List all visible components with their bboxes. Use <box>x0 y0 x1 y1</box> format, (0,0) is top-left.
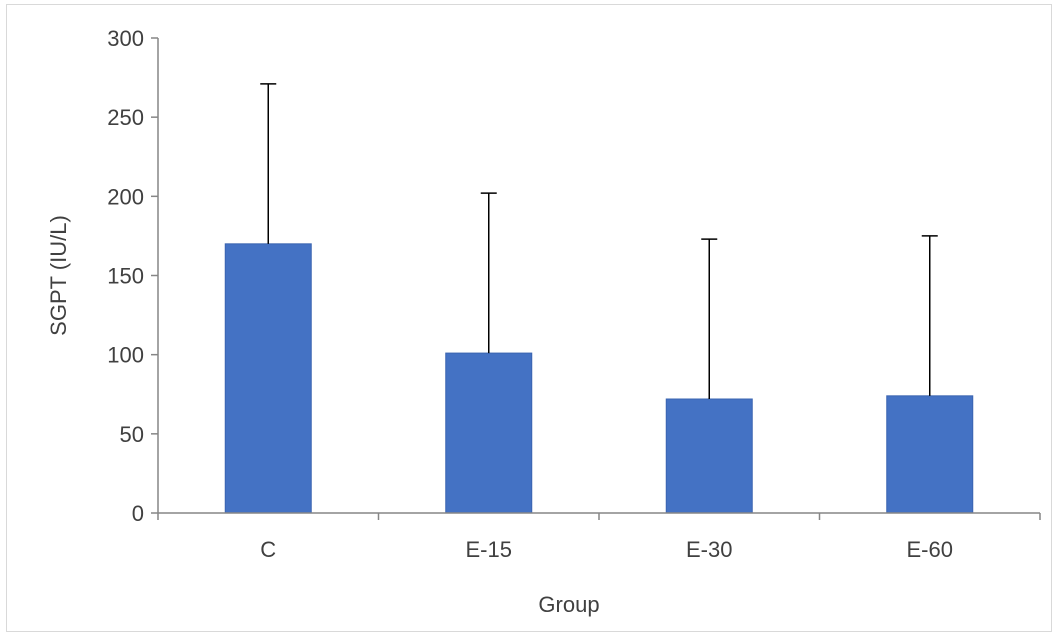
x-tick-label: E-15 <box>466 537 512 562</box>
y-tick-label: 0 <box>132 501 144 526</box>
y-tick-label: 300 <box>107 26 144 51</box>
x-axis-ticks: C E-15 E-30 E-60 <box>157 513 1041 562</box>
x-axis-title: Group <box>538 592 599 617</box>
y-axis-ticks: 0 50 100 150 200 250 300 <box>107 26 158 526</box>
bars <box>224 243 974 514</box>
bar-e-60 <box>886 395 974 514</box>
x-tick-label: E-60 <box>907 537 953 562</box>
bar-e-30 <box>665 398 753 514</box>
bar-e-15 <box>445 352 533 514</box>
chart-frame <box>6 4 1052 632</box>
y-tick-label: 250 <box>107 105 144 130</box>
y-tick-label: 50 <box>120 422 144 447</box>
error-bars <box>260 83 938 399</box>
y-tick-label: 150 <box>107 264 144 289</box>
x-tick-label: E-30 <box>686 537 732 562</box>
bar-c <box>224 243 312 514</box>
x-tick-label: C <box>260 537 276 562</box>
y-tick-label: 200 <box>107 184 144 209</box>
y-axis-title: SGPT (IU/L) <box>46 215 71 336</box>
y-tick-label: 100 <box>107 343 144 368</box>
